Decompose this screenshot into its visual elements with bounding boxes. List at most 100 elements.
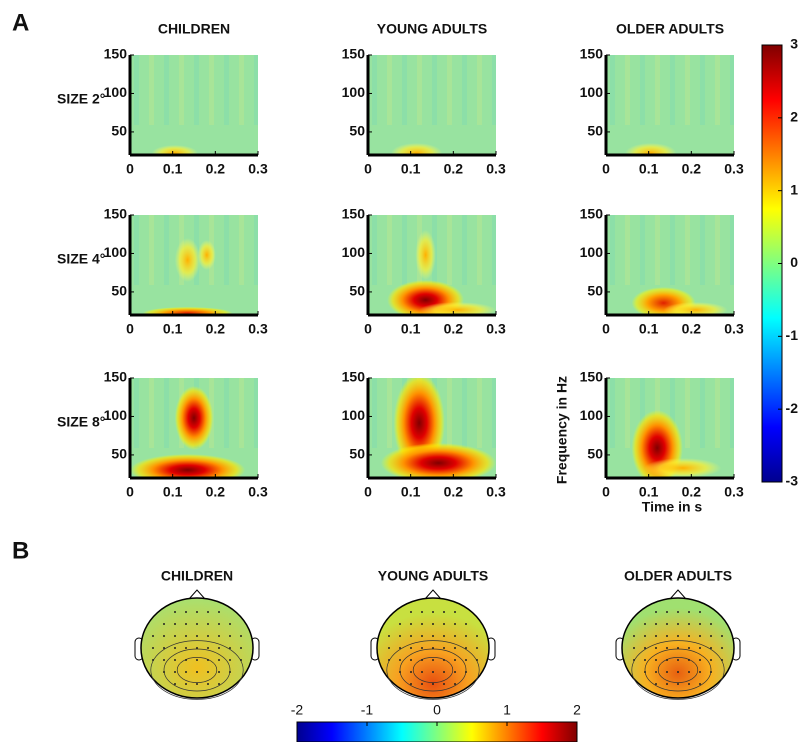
electrode	[410, 683, 412, 685]
electrode	[421, 611, 423, 613]
electrode	[399, 647, 401, 649]
electrode	[432, 647, 434, 649]
x-tick-label: 0.3	[486, 161, 506, 177]
electrode	[229, 623, 231, 625]
electrode	[432, 623, 434, 625]
electrode	[644, 659, 646, 661]
y-tick-label: 50	[349, 283, 365, 299]
x-tick-label: 0.1	[401, 321, 421, 337]
electrode	[196, 623, 198, 625]
electrode	[421, 635, 423, 637]
electrode	[240, 647, 242, 649]
electrode	[218, 671, 220, 673]
electrode	[677, 647, 679, 649]
colorbar-label: -2	[786, 400, 799, 416]
x-axis-label: Time in s	[642, 499, 703, 515]
colorbar-label: 0	[790, 254, 798, 270]
electrode	[655, 671, 657, 673]
colorbar-label: -3	[786, 473, 799, 489]
heatmap	[606, 378, 735, 486]
heatmap-blob	[175, 238, 201, 282]
electrode	[443, 647, 445, 649]
heatmap-streak	[700, 378, 705, 448]
colorbar-label: -1	[361, 702, 374, 718]
electrode	[185, 683, 187, 685]
electrode	[399, 635, 401, 637]
electrode	[655, 635, 657, 637]
x-tick-label: 0.1	[163, 484, 183, 500]
electrode	[432, 611, 434, 613]
electrode	[174, 611, 176, 613]
electrode	[410, 611, 412, 613]
electrode	[410, 647, 412, 649]
x-tick-label: 0.2	[682, 161, 702, 177]
x-tick-label: 0.3	[486, 321, 506, 337]
electrode	[174, 671, 176, 673]
electrode	[677, 623, 679, 625]
electrode	[152, 659, 154, 661]
electrode	[163, 671, 165, 673]
electrode	[443, 611, 445, 613]
electrode	[163, 659, 165, 661]
electrode	[454, 683, 456, 685]
x-tick-label: 0.3	[486, 484, 506, 500]
heatmap-streak	[149, 378, 154, 448]
electrode	[196, 635, 198, 637]
heatmap-blob	[198, 240, 216, 270]
electrode	[688, 635, 690, 637]
electrode	[465, 659, 467, 661]
electrode	[633, 659, 635, 661]
electrode	[229, 659, 231, 661]
electrode	[443, 683, 445, 685]
heatmap	[130, 55, 259, 161]
heatmap-streak	[477, 215, 482, 285]
electrode	[699, 623, 701, 625]
electrode	[207, 671, 209, 673]
heatmap-streak	[134, 378, 139, 448]
electrode	[207, 611, 209, 613]
column-title: CHILDREN	[158, 21, 230, 37]
heatmap-streak	[372, 378, 377, 448]
electrode	[229, 635, 231, 637]
heatmap-streak	[477, 55, 482, 125]
heatmap-streak	[715, 378, 720, 448]
colorbar-label: -2	[291, 702, 304, 718]
y-tick-label: 50	[587, 283, 603, 299]
y-tick-label: 100	[104, 407, 128, 423]
column-title: CHILDREN	[161, 568, 233, 584]
electrode	[399, 623, 401, 625]
electrode	[207, 623, 209, 625]
heatmap-streak	[134, 55, 139, 125]
electrode	[421, 659, 423, 661]
y-tick-label: 100	[580, 84, 604, 100]
electrode	[710, 671, 712, 673]
heatmap-streak	[224, 55, 229, 125]
heatmap-streak	[685, 55, 690, 125]
x-tick-label: 0.3	[248, 484, 268, 500]
electrode	[688, 647, 690, 649]
electrode	[218, 683, 220, 685]
x-tick-label: 0.1	[639, 161, 659, 177]
heatmap-streak	[149, 55, 154, 125]
electrode	[710, 659, 712, 661]
electrode	[421, 623, 423, 625]
y-tick-label: 150	[580, 206, 604, 222]
electrode	[174, 623, 176, 625]
heatmap-streak	[372, 55, 377, 125]
column-title: OLDER ADULTS	[624, 568, 732, 584]
y-tick-label: 150	[342, 206, 366, 222]
colorbar-label: 2	[573, 702, 581, 718]
electrode	[677, 611, 679, 613]
x-tick-label: 0	[126, 484, 134, 500]
heatmap-streak	[134, 215, 139, 285]
heatmap	[368, 373, 497, 483]
electrode	[207, 659, 209, 661]
electrode	[421, 647, 423, 649]
electrode	[218, 635, 220, 637]
electrode	[677, 659, 679, 661]
y-tick-label: 150	[342, 46, 366, 62]
heatmap-streak	[655, 215, 660, 285]
heatmap-streak	[610, 215, 615, 285]
heatmap-streak	[492, 55, 497, 125]
electrode	[666, 623, 668, 625]
